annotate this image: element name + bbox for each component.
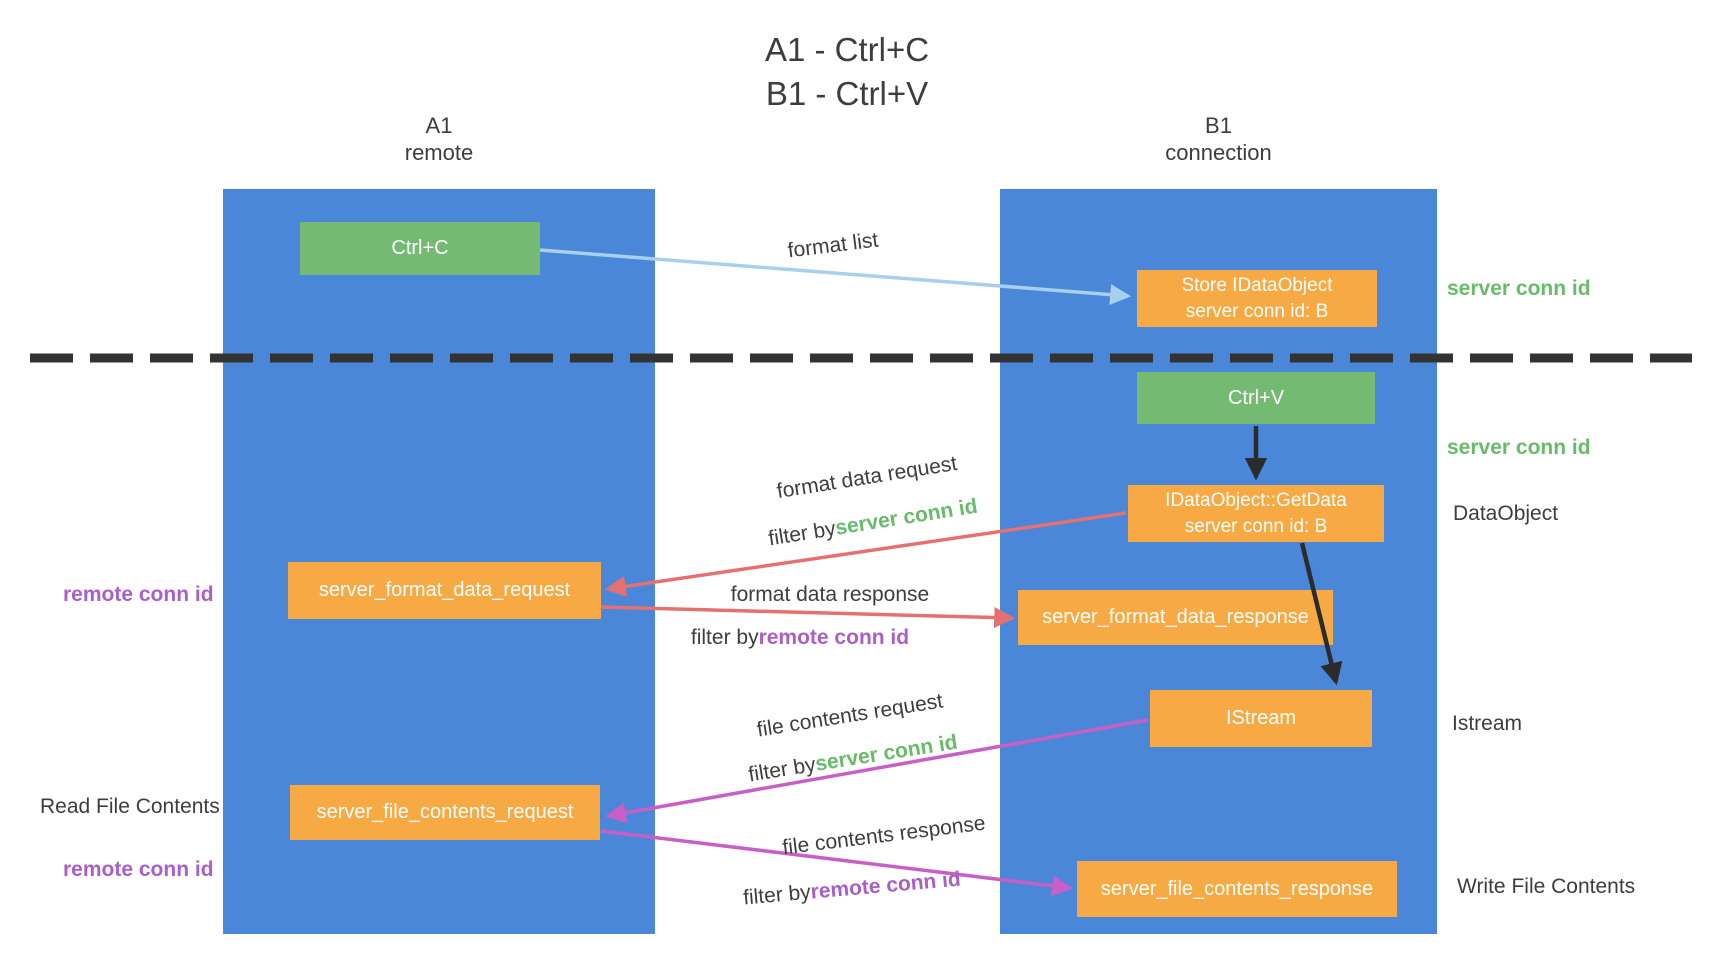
node-store-idataobject: Store IDataObject server conn id: B: [1137, 270, 1377, 327]
node-istream: IStream: [1150, 690, 1372, 747]
arrow-format-data-response: [600, 605, 1016, 629]
node-ctrl-v: Ctrl+V: [1137, 372, 1375, 424]
filter-by-text: filter by: [690, 626, 759, 649]
annotation-dataobject: DataObject: [1453, 502, 1559, 525]
filter-by-text: filter by: [746, 753, 818, 787]
node-ctrl-v-label: Ctrl+V: [1227, 386, 1285, 409]
lane-header-a1: A1 remote: [223, 112, 655, 166]
annotation-remote-conn-id-bottom: remote conn id: [63, 858, 214, 881]
node-ctrl-c: Ctrl+C: [300, 222, 540, 275]
node-istream-label: IStream: [1225, 707, 1297, 729]
title-line-ctrl-c: A1 - Ctrl+C: [764, 31, 930, 68]
annotation-read-file-contents: Read File Contents: [40, 795, 220, 818]
edge-label-format-data-request: format data request: [775, 451, 959, 504]
node-store-line2: server conn id: B: [1185, 300, 1329, 322]
node-format-resp-label: server_format_data_response: [1042, 606, 1309, 628]
node-store-line1: Store IDataObject: [1181, 274, 1333, 296]
filter-by-text: filter by: [742, 880, 812, 910]
diagram-title: A1 - Ctrl+C B1 - Ctrl+V: [0, 28, 1694, 116]
node-server-file-contents-request: server_file_contents_request: [290, 785, 600, 840]
edge-label-format-data-response: format data response: [730, 583, 930, 606]
node-getdata-line1: IDataObject::GetData: [1165, 489, 1347, 511]
node-ctrl-c-label: Ctrl+C: [391, 237, 449, 259]
title-line-ctrl-v: B1 - Ctrl+V: [765, 75, 929, 112]
node-server-format-data-response: server_format_data_response: [1018, 590, 1333, 645]
edge-label-file-contents-response: file contents response: [781, 811, 987, 860]
edge-label-format-data-request-filter: filter byserver conn id: [767, 495, 979, 552]
node-server-format-data-request: server_format_data_request: [288, 562, 601, 619]
node-idataobject-getdata: IDataObject::GetData server conn id: B: [1128, 485, 1384, 542]
lane-a1-role: remote: [404, 140, 474, 165]
edge-label-format-data-response-filter: filter byremote conn id: [691, 626, 909, 650]
node-format-req-label: server_format_data_request: [318, 579, 571, 601]
node-server-file-contents-response: server_file_contents_response: [1077, 861, 1397, 917]
annotation-remote-conn-id-mid: remote conn id: [63, 583, 214, 606]
node-file-req-label: server_file_contents_request: [316, 801, 574, 823]
node-getdata-line2: server conn id: B: [1184, 515, 1328, 537]
annotation-server-conn-id-mid: server conn id: [1447, 436, 1591, 459]
edge-label-file-contents-response-filter: filter byremote conn id: [742, 868, 961, 911]
lane-b1-name: B1: [1205, 113, 1232, 138]
annotation-server-conn-id-top: server conn id: [1447, 277, 1591, 300]
lane-a1-name: A1: [425, 113, 453, 138]
filter-by-text: filter by: [766, 517, 838, 551]
server-conn-id-text: server conn id: [833, 494, 980, 540]
lane-b1-role: connection: [1165, 140, 1272, 165]
edge-label-format-list: format list: [786, 228, 880, 263]
server-conn-id-text: server conn id: [813, 730, 960, 776]
node-file-resp-label: server_file_contents_response: [1100, 877, 1374, 900]
remote-conn-id-text: remote conn id: [809, 867, 962, 904]
remote-conn-id-text: remote conn id: [758, 626, 910, 649]
lane-header-b1: B1 connection: [1000, 112, 1437, 166]
annotation-istream: Istream: [1452, 712, 1523, 735]
annotation-write-file-contents: Write File Contents: [1457, 875, 1636, 898]
edge-label-file-contents-request: file contents request: [755, 689, 945, 742]
